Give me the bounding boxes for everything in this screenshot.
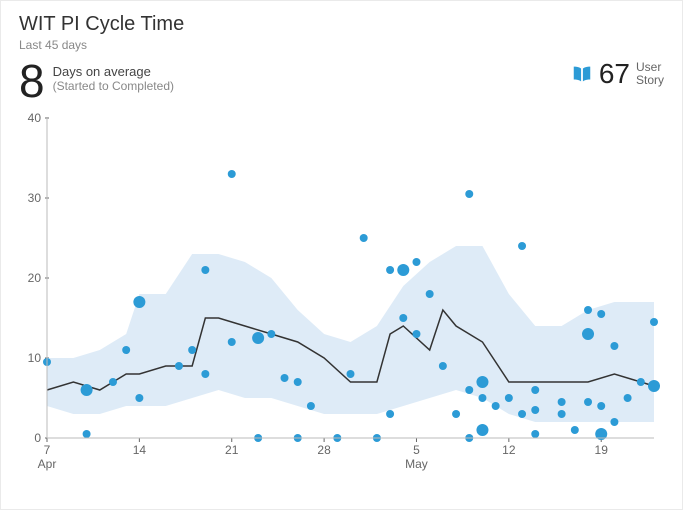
data-point [610, 418, 618, 426]
average-stat: 8 Days on average (Started to Completed) [19, 58, 174, 104]
data-point [648, 380, 660, 392]
data-point [452, 410, 460, 418]
data-point [571, 426, 579, 434]
cycle-time-chart: 0 10 20 30 40 7Apr 14 21 28 5May 12 19 [19, 110, 664, 480]
data-point [201, 266, 209, 274]
data-point [122, 346, 130, 354]
y-tick-label: 20 [28, 271, 42, 285]
data-point [252, 332, 264, 344]
user-story-label-2: Story [636, 74, 664, 87]
data-point [267, 330, 275, 338]
data-point [558, 410, 566, 418]
data-point [412, 258, 420, 266]
cycle-time-widget: WIT PI Cycle Time Last 45 days 8 Days on… [0, 0, 683, 510]
widget-header: WIT PI Cycle Time Last 45 days [19, 13, 664, 52]
data-point [476, 376, 488, 388]
y-tick-label: 40 [28, 111, 42, 125]
data-point [465, 190, 473, 198]
data-point [558, 398, 566, 406]
widget-subtitle: Last 45 days [19, 38, 664, 52]
average-label-2: (Started to Completed) [53, 79, 174, 93]
average-number: 8 [19, 58, 45, 104]
data-point [347, 370, 355, 378]
data-point [531, 406, 539, 414]
data-point [597, 310, 605, 318]
data-point [439, 362, 447, 370]
chart-area: 0 10 20 30 40 7Apr 14 21 28 5May 12 19 [19, 110, 664, 480]
data-point [492, 402, 500, 410]
data-point [531, 430, 539, 438]
x-tick-label: 19 [595, 443, 609, 457]
x-tick-label: 7 [44, 443, 51, 457]
data-point [83, 430, 91, 438]
user-story-labels: User Story [636, 61, 664, 87]
data-point [476, 424, 488, 436]
data-point [228, 338, 236, 346]
data-point [518, 410, 526, 418]
data-point [505, 394, 513, 402]
data-point [109, 378, 117, 386]
data-point [412, 330, 420, 338]
data-point [294, 378, 302, 386]
y-tick-label: 0 [34, 431, 41, 445]
data-point [135, 394, 143, 402]
data-point [426, 290, 434, 298]
x-tick-label: 28 [317, 443, 331, 457]
data-point [360, 234, 368, 242]
data-point [201, 370, 209, 378]
x-month-label: Apr [38, 457, 57, 471]
data-point [584, 306, 592, 314]
data-point [386, 266, 394, 274]
data-point [478, 394, 486, 402]
data-point [307, 402, 315, 410]
x-tick-label: 21 [225, 443, 239, 457]
data-point [133, 296, 145, 308]
y-tick-label: 10 [28, 351, 42, 365]
x-tick-label: 12 [502, 443, 516, 457]
x-month-label: May [405, 457, 428, 471]
data-point [386, 410, 394, 418]
data-point [584, 398, 592, 406]
data-point [399, 314, 407, 322]
data-point [397, 264, 409, 276]
stats-row: 8 Days on average (Started to Completed)… [19, 58, 664, 104]
data-point [81, 384, 93, 396]
y-tick-label: 30 [28, 191, 42, 205]
data-point [281, 374, 289, 382]
data-point [624, 394, 632, 402]
data-point [610, 342, 618, 350]
x-tick-label: 14 [133, 443, 147, 457]
data-point [531, 386, 539, 394]
data-point [175, 362, 183, 370]
user-story-count: 67 [599, 58, 630, 90]
x-tick-label: 5 [413, 443, 420, 457]
data-point [188, 346, 196, 354]
average-labels: Days on average (Started to Completed) [53, 64, 174, 93]
data-point [637, 378, 645, 386]
data-point [518, 242, 526, 250]
widget-title: WIT PI Cycle Time [19, 13, 664, 36]
data-point [597, 402, 605, 410]
data-point [650, 318, 658, 326]
data-point [465, 386, 473, 394]
book-icon [571, 63, 593, 85]
data-point [228, 170, 236, 178]
data-point [582, 328, 594, 340]
user-story-stat: 67 User Story [571, 58, 664, 90]
average-label-1: Days on average [53, 64, 174, 79]
